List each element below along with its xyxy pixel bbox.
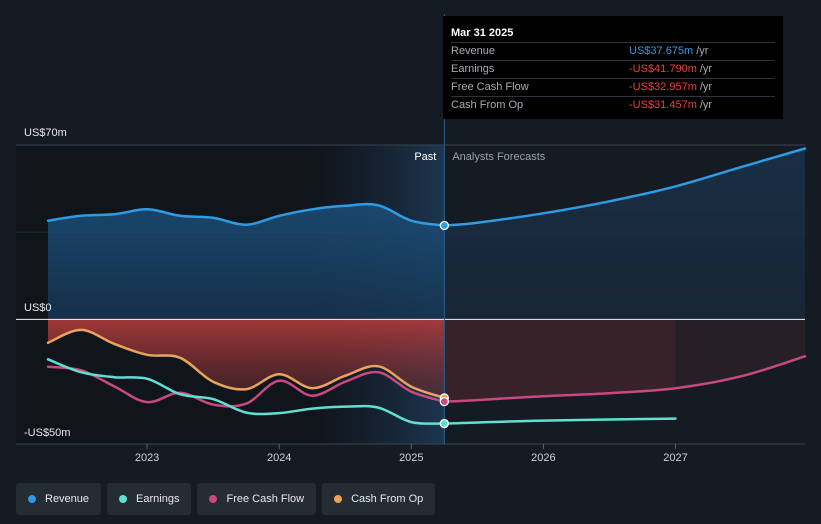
- point-free-cash-flow: [439, 396, 449, 407]
- x-tick-label: 2025: [399, 452, 423, 464]
- legend-label: Revenue: [45, 493, 90, 505]
- tooltip: Mar 31 2025 Revenue US$37.675m /yr Earni…: [443, 16, 783, 119]
- series-line-free-cash-flow: [46, 365, 446, 408]
- legend: Revenue Earnings Free Cash Flow Cash Fro…: [16, 483, 436, 515]
- tooltip-row-cash-from-op: Cash From Op -US$31.457m /yr: [451, 96, 775, 114]
- tooltip-value: US$37.675m: [629, 45, 694, 57]
- legend-dot-icon: [28, 495, 36, 503]
- tooltip-value: -US$41.790m: [629, 63, 697, 75]
- series-line-free-cash-flow-forecast: [443, 355, 807, 403]
- tooltip-value: -US$31.457m: [629, 99, 697, 111]
- tooltip-unit: /yr: [696, 45, 709, 57]
- legend-label: Earnings: [136, 493, 180, 505]
- cash-from-op-area: [48, 319, 445, 398]
- past-label: Past: [414, 151, 436, 163]
- legend-dot-icon: [209, 495, 218, 503]
- revenue-area: [48, 204, 445, 320]
- revenue-forecast-area: [444, 148, 805, 320]
- point-revenue: [439, 220, 449, 231]
- series-line-cash-from-op: [46, 328, 446, 400]
- forecast-label: Analysts Forecasts: [452, 151, 545, 163]
- tooltip-unit: /yr: [699, 81, 713, 93]
- legend-item-revenue[interactable]: Revenue: [16, 483, 102, 515]
- legend-dot-icon: [119, 495, 128, 503]
- legend-label: Cash From Op: [351, 493, 424, 505]
- y-label-zero: US$0: [24, 302, 52, 314]
- tooltip-label: Earnings: [451, 63, 495, 75]
- tooltip-unit: /yr: [699, 63, 713, 75]
- point-earnings: [439, 418, 449, 429]
- tooltip-label: Revenue: [451, 45, 496, 57]
- tooltip-row-free-cash-flow: Free Cash Flow -US$32.957m /yr: [451, 78, 775, 96]
- tooltip-row-earnings: Earnings -US$41.790m /yr: [451, 60, 775, 78]
- legend-label: Free Cash Flow: [226, 493, 305, 505]
- x-tick-label: 2024: [267, 452, 291, 464]
- legend-item-free-cash-flow[interactable]: Free Cash Flow: [197, 483, 317, 515]
- x-tick-label: 2026: [531, 452, 555, 464]
- legend-item-earnings[interactable]: Earnings: [107, 483, 192, 515]
- series-line-earnings: [46, 358, 446, 425]
- x-tick-label: 2023: [135, 452, 159, 464]
- legend-item-cash-from-op[interactable]: Cash From Op: [322, 483, 436, 515]
- tooltip-unit: /yr: [699, 99, 713, 111]
- chart: US$70m US$0 -US$50m Past Analysts Forecasts 2…: [16, 14, 807, 464]
- series-line-revenue: [46, 202, 446, 227]
- x-tick-label: 2027: [663, 452, 687, 464]
- tooltip-date: Mar 31 2025: [451, 27, 514, 39]
- tooltip-row-revenue: Revenue US$37.675m /yr: [451, 42, 775, 60]
- y-label-bottom: -US$50m: [24, 427, 70, 439]
- forecast-negative-area: [444, 319, 676, 402]
- series-line-earnings-forecast: [443, 417, 677, 425]
- tooltip-label: Cash From Op: [451, 99, 524, 111]
- y-label-top: US$70m: [24, 127, 67, 139]
- legend-dot-icon: [334, 495, 343, 503]
- forecast-negative-area-late: [675, 319, 805, 389]
- tooltip-value: -US$32.957m: [629, 81, 697, 93]
- tooltip-label: Free Cash Flow: [451, 81, 529, 93]
- series-line-revenue-forecast: [443, 147, 807, 227]
